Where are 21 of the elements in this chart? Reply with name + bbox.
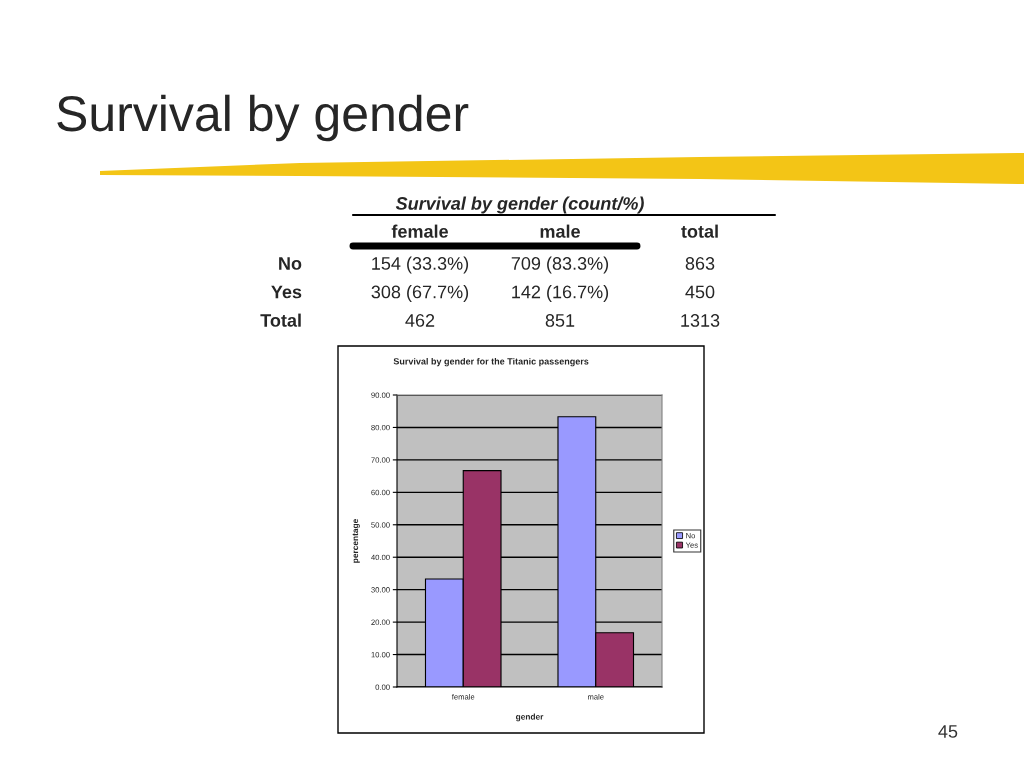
category-label: total xyxy=(681,224,718,238)
text: 450 xyxy=(685,285,715,299)
text: 154 (33.3%) xyxy=(372,256,469,274)
text: 45 xyxy=(938,725,958,738)
text: 851 xyxy=(545,314,575,327)
text: 308 (67.7%) xyxy=(371,285,469,302)
text: Survival by gender xyxy=(57,94,469,142)
category-label: Yes xyxy=(271,285,302,299)
text: 1313 xyxy=(681,314,720,327)
category-label: Total xyxy=(260,313,301,327)
text: 462 xyxy=(405,314,435,327)
y-axis-title: percentage xyxy=(352,519,360,563)
text: 709 (83.3%) xyxy=(511,256,609,274)
text: Survival by gender (count/%) xyxy=(395,196,644,214)
category-label: male xyxy=(540,224,580,238)
x-axis-title: gender xyxy=(515,713,544,722)
text: 863 xyxy=(685,257,715,270)
category-label: female xyxy=(391,224,448,238)
chart-title: Survival by gender for the Titanic passengers xyxy=(393,357,589,367)
category-label: No xyxy=(279,257,302,270)
text: 142 (16.7%) xyxy=(512,285,609,302)
